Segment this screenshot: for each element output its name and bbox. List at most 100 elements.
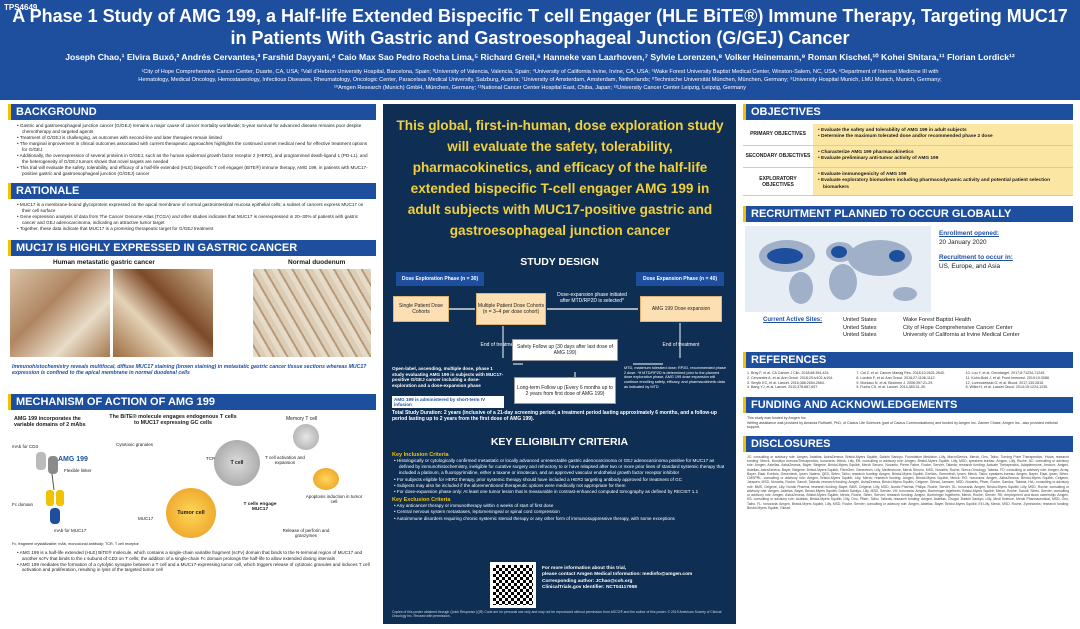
reference-item: 7. Cai Z, et al. Cancer Manag Res. 2018;… — [856, 371, 945, 376]
recruitment-body: Enrollment opened: 20 January 2020 Recru… — [743, 222, 1073, 340]
histology-image-gastric-2 — [113, 268, 213, 357]
poster-id: TPS4649 — [4, 3, 38, 12]
map-africa — [829, 264, 857, 301]
objectives-table: PRIMARY OBJECTIVES • Evaluate the safety… — [743, 124, 1073, 197]
rationale-bullet: • Gene expression analysis of data from … — [17, 213, 359, 225]
reference-item: 3. Smyth EC, et al. Lancet. 2016;388:265… — [747, 380, 825, 385]
moa-figure: AMG 199 incorporates the variable domain… — [8, 410, 376, 550]
funding-text-1: This study was funded by Amgen Inc. — [747, 415, 807, 420]
moa-bullet: • AMG 199 is a half-life extended (HLE) … — [17, 549, 363, 561]
muc17-binding-shape — [50, 507, 60, 524]
active-sites-list: United States Wake Forest Baptist Health … — [843, 317, 1020, 339]
author-list: Joseph Chao,¹ Elvira Buxó,² Andrés Cerva… — [65, 52, 1015, 62]
reference-item: 2. Cervantes A, et al. Ann Oncol. 2018;2… — [747, 375, 834, 380]
inclusion-item: • Subjects may also be included if the a… — [394, 482, 626, 488]
expansion-initiated-text: Dose-expansion phase initiated after MTD… — [557, 292, 627, 305]
t-cell-shape: T cell — [214, 439, 260, 486]
cd3-domain-shape — [36, 451, 46, 470]
rationale-body: • MUC17 is a membrane-bound glycoprotein… — [8, 199, 376, 236]
study-design-arrows — [449, 308, 681, 380]
single-cohorts-box: Single Patient Dose Cohorts — [393, 296, 449, 322]
study-panel — [383, 104, 736, 624]
background-bullet: • Gastric and gastroesophageal junction … — [17, 123, 362, 134]
funding-text-2: Writing assistance was provided by Amand… — [747, 420, 1058, 430]
affiliations-line-2: Hematology, Medical Oncology, Hemostaseo… — [138, 77, 942, 83]
corresponding-author[interactable]: Corresponding author: JChao@coh.org — [542, 578, 633, 584]
moa-heading: MECHANISM OF ACTION OF AMG 199 — [8, 393, 376, 410]
funding-body: This study was funded by Amgen Inc. Writ… — [743, 413, 1073, 433]
objective-items: • Characterize AMG 199 pharmacokinetics … — [813, 145, 1073, 167]
title-line-2: in Patients With Gastric and Gastroesoph… — [230, 28, 850, 48]
poster-header: TPS4649 A Phase 1 Study of AMG 199, a Ha… — [0, 0, 1080, 100]
multiple-cohorts-box: Multiple Patient Dose Cohorts (n = 3–4 p… — [476, 293, 546, 325]
eligibility-criteria: Key Inclusion Criteria • Histologically … — [392, 452, 728, 522]
disclosures-text: JC: consulting or advisory role: Amgen, … — [747, 454, 1069, 510]
inclusion-item: • For dose-expansion phase only: At leas… — [394, 488, 699, 494]
safety-followup-box: Safety Follow up (30 days after last dos… — [512, 339, 618, 361]
disclosures-heading: DISCLOSURES — [743, 435, 1073, 452]
title-line-1: A Phase 1 Study of AMG 199, a Half-life … — [12, 6, 1068, 26]
site-row: United States Wake Forest Baptist Health — [843, 317, 971, 324]
apoptotic-cell-shape — [313, 467, 339, 490]
amg199-molecule-diagram — [36, 451, 64, 524]
dose-expansion-box: AMG 199 Dose expansion — [640, 296, 722, 322]
reference-item: 8. Lordick F, et al. Ann Oncol. 2016;27:… — [856, 375, 936, 380]
moa-bite-text: The BiTE® molecule engages endogenous T … — [109, 413, 237, 427]
objective-items: • Evaluate the safety and tolerability o… — [813, 124, 1073, 145]
background-bullet: • Additionally, the overexpression of se… — [17, 152, 368, 164]
study-description: Open-label, ascending, multiple dose, ph… — [392, 366, 504, 389]
image-label-gastric: Human metastatic gastric cancer — [53, 258, 155, 266]
muc17-heading: MUC17 IS HIGHLY EXPRESSED IN GASTRIC CAN… — [8, 239, 376, 256]
label-apoptosis: Apoptosis induction in tumor cell — [305, 493, 363, 504]
t-cell-label: T cell — [230, 459, 244, 466]
exclusion-item: • Central nervous system metastases, lep… — [394, 509, 560, 515]
recruitment-regions: US, Europe, and Asia — [939, 263, 1001, 271]
clinicaltrials-id: ClinicalTrials.gov Identifier: NCT041179… — [542, 585, 637, 591]
objective-row-exploratory: EXPLORATORY OBJECTIVES • Evaluate immuno… — [743, 167, 1073, 197]
copies-notice: Copies of this poster obtained through Q… — [392, 610, 722, 619]
rationale-bullet: • MUC17 is a membrane-bound glycoprotein… — [17, 201, 364, 213]
qr-code[interactable] — [490, 562, 536, 608]
reference-item: 5. Fuchs CS, et al. Lancet. 2014;383:31-… — [856, 385, 926, 390]
world-map — [745, 226, 931, 313]
cd3-domain-shape-2 — [48, 455, 58, 474]
histology-image-duodenum — [253, 268, 371, 357]
label-release: Release of perforin and granzymes — [282, 527, 330, 538]
funding-heading: FUNDING AND ACKNOWLEDGEMENTS — [743, 396, 1073, 413]
rationale-bullet: • Together, these data indicate that MUC… — [17, 225, 214, 231]
reference-item: 9. Moniaux N, et al. Biochem J. 2006;397… — [856, 380, 934, 385]
exclusion-heading: Key Exclusion Criteria — [392, 497, 451, 504]
moa-bullet: • AMG 199 mediates the formation of a cy… — [17, 561, 370, 573]
label-mab-muc17: mAb for MUC17 — [54, 527, 87, 533]
objective-label: PRIMARY OBJECTIVES — [750, 131, 806, 138]
reference-item: 11. Kuhn-Bold J, et al. Front Immunol. 2… — [965, 375, 1050, 380]
references-list: 1. Bray F, et al. CA Cancer J Clin. 2018… — [743, 368, 1073, 393]
active-sites-label: Current Active Sites: — [763, 317, 823, 324]
recruitment-label: Recruitment to occur in: — [939, 254, 1013, 262]
reference-item: 10. Luu Y, et al. Oncotarget. 2017;8:712… — [965, 371, 1046, 376]
hero-statement: This global, first-in-human, dose explor… — [396, 118, 724, 239]
end-of-treatment-1: End of treatment — [480, 342, 518, 348]
contact-email[interactable]: please contact Amgen Medical Information… — [542, 572, 693, 578]
exploration-phase-header: Dose Exploration Phase (n = 30) — [396, 272, 484, 286]
map-south-america — [789, 272, 813, 305]
site-row: United States City of Hope Comprehensive … — [843, 324, 1013, 331]
label-fc-domain: Fc domain — [12, 501, 34, 507]
label-flexible-linker: Flexible linker — [64, 467, 92, 473]
tumor-cell-label: Tumor cell — [177, 509, 205, 516]
inclusion-item: • For subjects eligible for HER2 therapy… — [394, 476, 683, 482]
exclusion-item: • Any anticancer therapy or immunotherap… — [394, 503, 554, 509]
label-activation: T cell activation and expansion — [265, 454, 305, 465]
objective-row-primary: PRIMARY OBJECTIVES • Evaluate the safety… — [743, 124, 1073, 146]
fc-domain-shape — [46, 489, 54, 506]
reference-item: 4. Bang YJ, et al. Lancet. 2010;376:687-… — [747, 385, 819, 390]
map-highlight-europe — [831, 246, 847, 259]
histology-image-gastric-1 — [10, 268, 110, 357]
label-tcr: TCR — [206, 455, 216, 461]
reference-item: 6. Wilke H, et al. Lancet Oncol. 2014;15… — [965, 385, 1049, 390]
inclusion-heading: Key Inclusion Criteria — [392, 452, 449, 458]
map-highlight-us — [767, 248, 803, 265]
study-design-heading: STUDY DESIGN — [520, 256, 599, 268]
memory-t-cell-shape — [293, 423, 319, 450]
recruitment-heading: RECRUITMENT PLANNED TO OCCUR GLOBALLY — [743, 206, 1073, 223]
